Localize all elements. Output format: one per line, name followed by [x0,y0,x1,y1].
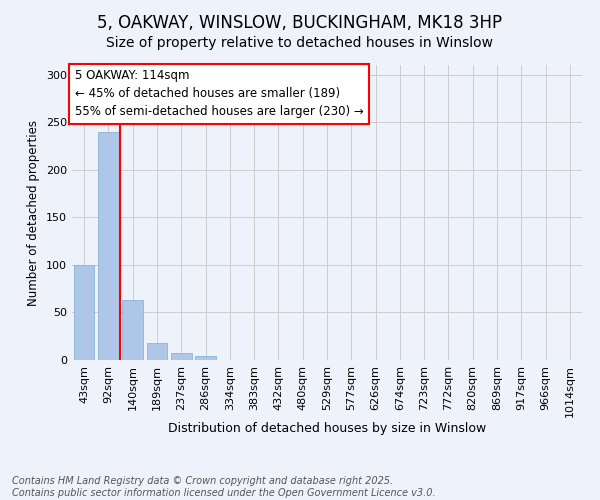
Bar [195,356,216,360]
Y-axis label: Number of detached properties: Number of detached properties [28,120,40,306]
Bar [146,343,167,360]
Text: Size of property relative to detached houses in Winslow: Size of property relative to detached ho… [107,36,493,50]
Text: Contains HM Land Registry data © Crown copyright and database right 2025.
Contai: Contains HM Land Registry data © Crown c… [12,476,436,498]
Text: 5 OAKWAY: 114sqm
← 45% of detached houses are smaller (189)
55% of semi-detached: 5 OAKWAY: 114sqm ← 45% of detached house… [74,70,364,118]
Bar [122,300,143,360]
Bar [171,354,191,360]
Text: 5, OAKWAY, WINSLOW, BUCKINGHAM, MK18 3HP: 5, OAKWAY, WINSLOW, BUCKINGHAM, MK18 3HP [97,14,503,32]
X-axis label: Distribution of detached houses by size in Winslow: Distribution of detached houses by size … [168,422,486,436]
Bar [74,265,94,360]
Bar [98,132,119,360]
